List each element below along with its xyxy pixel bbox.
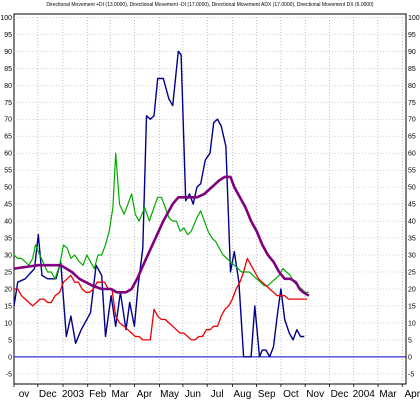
y-tick-label-left: 35 <box>4 236 12 243</box>
plot-area <box>13 13 407 385</box>
plot-frame <box>13 13 407 385</box>
y-tick-label-right: 20 <box>408 286 416 293</box>
x-tick-label: May <box>160 389 179 400</box>
x-tick-label: Apr <box>404 389 420 400</box>
chart-title: Directional Movement +DI (13.0000), Dire… <box>46 2 374 8</box>
y-tick-label-left: 10 <box>4 320 12 327</box>
y-tick-label-right: 30 <box>408 253 416 260</box>
x-tick-label: Mar <box>379 389 397 400</box>
y-tick-label-left: 90 <box>4 49 12 56</box>
x-tick-label: Aug <box>234 389 252 400</box>
y-tick-label-right: 55 <box>408 168 416 175</box>
x-tick-label: Nov <box>306 389 324 400</box>
x-tick-label: 2003 <box>62 389 85 400</box>
y-tick-label-left: 60 <box>4 151 12 158</box>
y-tick-label-left: -5 <box>6 371 12 378</box>
y-tick-label-left: 0 <box>8 354 12 361</box>
y-tick-label-left: 55 <box>4 168 12 175</box>
x-tick-label: Jul <box>211 389 224 400</box>
series-line-1 <box>13 50 305 358</box>
x-tick-label: Dec <box>39 389 57 400</box>
x-tick-label: Apr <box>137 389 153 400</box>
y-tick-label-right: 35 <box>408 236 416 243</box>
y-tick-label-right: 90 <box>408 49 416 56</box>
x-tick-label: Oct <box>283 389 299 400</box>
x-tick-label: 2004 <box>353 389 376 400</box>
y-tick-label-left: 5 <box>8 337 12 344</box>
y-tick-label-right: 85 <box>408 66 416 73</box>
y-tick-label-right: 25 <box>408 269 416 276</box>
series-layer <box>13 50 310 358</box>
y-tick-label-right: 95 <box>408 32 416 39</box>
x-tick-label: Sep <box>258 389 276 400</box>
series-line-3 <box>14 257 308 341</box>
x-tick-label: Dec <box>331 389 349 400</box>
series-line-4 <box>13 175 310 297</box>
y-tick-label-right: 100 <box>408 15 420 22</box>
y-tick-label-right: 70 <box>408 117 416 124</box>
y-tick-label-right: 40 <box>408 219 416 226</box>
y-tick-label-right: 5 <box>408 337 412 344</box>
x-axis: ov Dec 2003 Feb Mar Apr May Jun Jul Aug Sep Oct Nov D… <box>13 384 420 400</box>
y-tick-label-right: 0 <box>408 354 412 361</box>
y-tick-label-right: 50 <box>408 185 416 192</box>
y-tick-label-left: 30 <box>4 253 12 260</box>
y-tick-label-left: 75 <box>4 100 12 107</box>
y-tick-label-right: 15 <box>408 303 416 310</box>
y-tick-label-left: 80 <box>4 83 12 90</box>
y-tick-label-left: 50 <box>4 185 12 192</box>
y-tick-label-right: 80 <box>408 83 416 90</box>
y-tick-label-left: 25 <box>4 269 12 276</box>
y-axis-left: -5 0 5 10 15 20 25 30 35 40 45 50 55 60 65 70 75 80 85 90 95… <box>0 15 12 378</box>
y-tick-label-right: -5 <box>408 371 414 378</box>
y-axis-right: -5 0 5 10 15 20 25 30 35 40 45 50 55 60 65 70 75 80 85 90 95… <box>408 15 420 378</box>
y-tick-label-left: 85 <box>4 66 12 73</box>
x-tick-label: Mar <box>112 389 130 400</box>
series-line-2 <box>13 152 309 293</box>
y-tick-label-left: 40 <box>4 219 12 226</box>
y-tick-label-left: 100 <box>0 15 12 22</box>
x-tick-label: Feb <box>89 389 107 400</box>
y-tick-label-left: 95 <box>4 32 12 39</box>
y-tick-label-left: 45 <box>4 202 12 209</box>
y-tick-label-left: 65 <box>4 134 12 141</box>
x-tick-label: ov <box>19 389 30 400</box>
y-tick-label-right: 65 <box>408 134 416 141</box>
y-tick-label-left: 15 <box>4 303 12 310</box>
y-tick-label-right: 75 <box>408 100 416 107</box>
y-tick-label-left: 70 <box>4 117 12 124</box>
y-tick-label-right: 60 <box>408 151 416 158</box>
y-tick-label-right: 45 <box>408 202 416 209</box>
y-tick-label-left: 20 <box>4 286 12 293</box>
y-tick-label-right: 10 <box>408 320 416 327</box>
x-tick-label: Jun <box>185 389 201 400</box>
